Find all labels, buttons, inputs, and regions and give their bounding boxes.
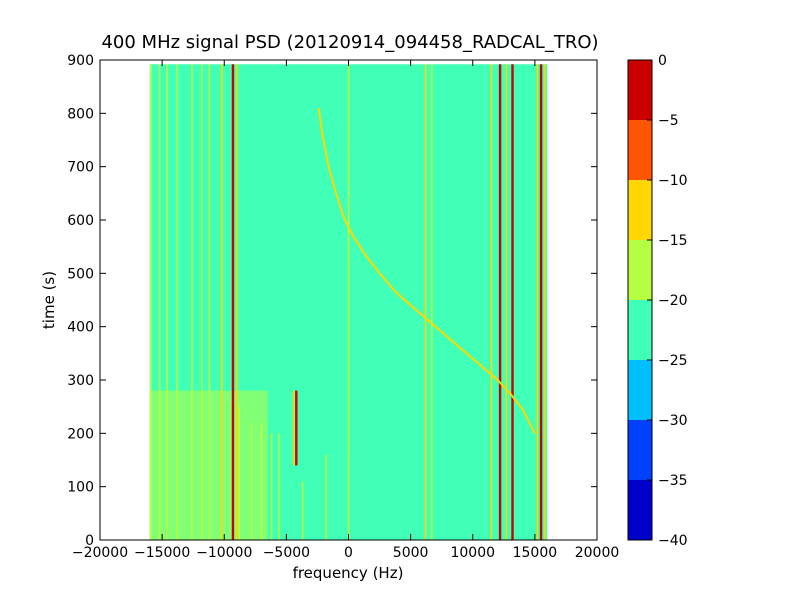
colorbar-segment — [628, 480, 652, 540]
x-axis: −20000 −15000 −10000 −5000 0 5000 10000 15000 20… — [72, 60, 619, 561]
x-tick-label: 0 — [344, 545, 353, 561]
y-tick-label: 700 — [67, 160, 94, 176]
y-tick-label: 900 — [67, 53, 94, 69]
x-tick-label: −5000 — [263, 545, 310, 561]
colorbar — [628, 60, 652, 540]
colorbar-tick-label: −25 — [658, 353, 688, 369]
y-tick-label: 400 — [67, 320, 94, 336]
chart-title: 400 MHz signal PSD (20120914_094458_RADC… — [101, 32, 598, 53]
y-axis: 0 100 200 300 400 500 600 700 800 900 — [67, 53, 597, 549]
colorbar-segment — [628, 240, 652, 300]
colorbar-tick-label: −10 — [658, 173, 688, 189]
y-tick-label: 100 — [67, 480, 94, 496]
y-tick-label: 800 — [67, 106, 94, 122]
x-axis-label: frequency (Hz) — [293, 564, 404, 582]
y-tick-label: 0 — [85, 533, 94, 549]
colorbar-tick-label: −5 — [658, 113, 679, 129]
colorbar-tick-label: −20 — [658, 293, 688, 309]
colorbar-segment — [628, 180, 652, 240]
y-tick-label: 300 — [67, 373, 94, 389]
colorbar-segment — [628, 300, 652, 360]
x-tick-label: 5000 — [393, 545, 429, 561]
colorbar-tick-label: −30 — [658, 413, 688, 429]
y-tick-label: 600 — [67, 213, 94, 229]
y-axis-label: time (s) — [40, 271, 58, 329]
x-tick-label: 10000 — [450, 545, 495, 561]
colorbar-segment — [628, 420, 652, 480]
chirp-trace — [317, 107, 536, 434]
y-tick-label: 500 — [67, 266, 94, 282]
x-tick-label: −10000 — [196, 545, 252, 561]
x-tick-label: 15000 — [513, 545, 558, 561]
colorbar-tick-label: −35 — [658, 473, 688, 489]
colorbar-tick-label: 0 — [658, 53, 667, 69]
spectrogram-plot — [149, 64, 548, 541]
x-tick-label: −20000 — [72, 545, 128, 561]
y-tick-label: 200 — [67, 426, 94, 442]
x-tick-label: 20000 — [575, 545, 620, 561]
colorbar-axis: 0 −5 −10 −15 −20 −25 −30 −35 −40 — [647, 53, 688, 549]
colorbar-tick-label: −40 — [658, 533, 688, 549]
colorbar-tick-label: −15 — [658, 233, 688, 249]
x-tick-label: −15000 — [134, 545, 190, 561]
colorbar-segment — [628, 120, 652, 180]
colorbar-segment — [628, 60, 652, 120]
colorbar-segment — [628, 360, 652, 420]
